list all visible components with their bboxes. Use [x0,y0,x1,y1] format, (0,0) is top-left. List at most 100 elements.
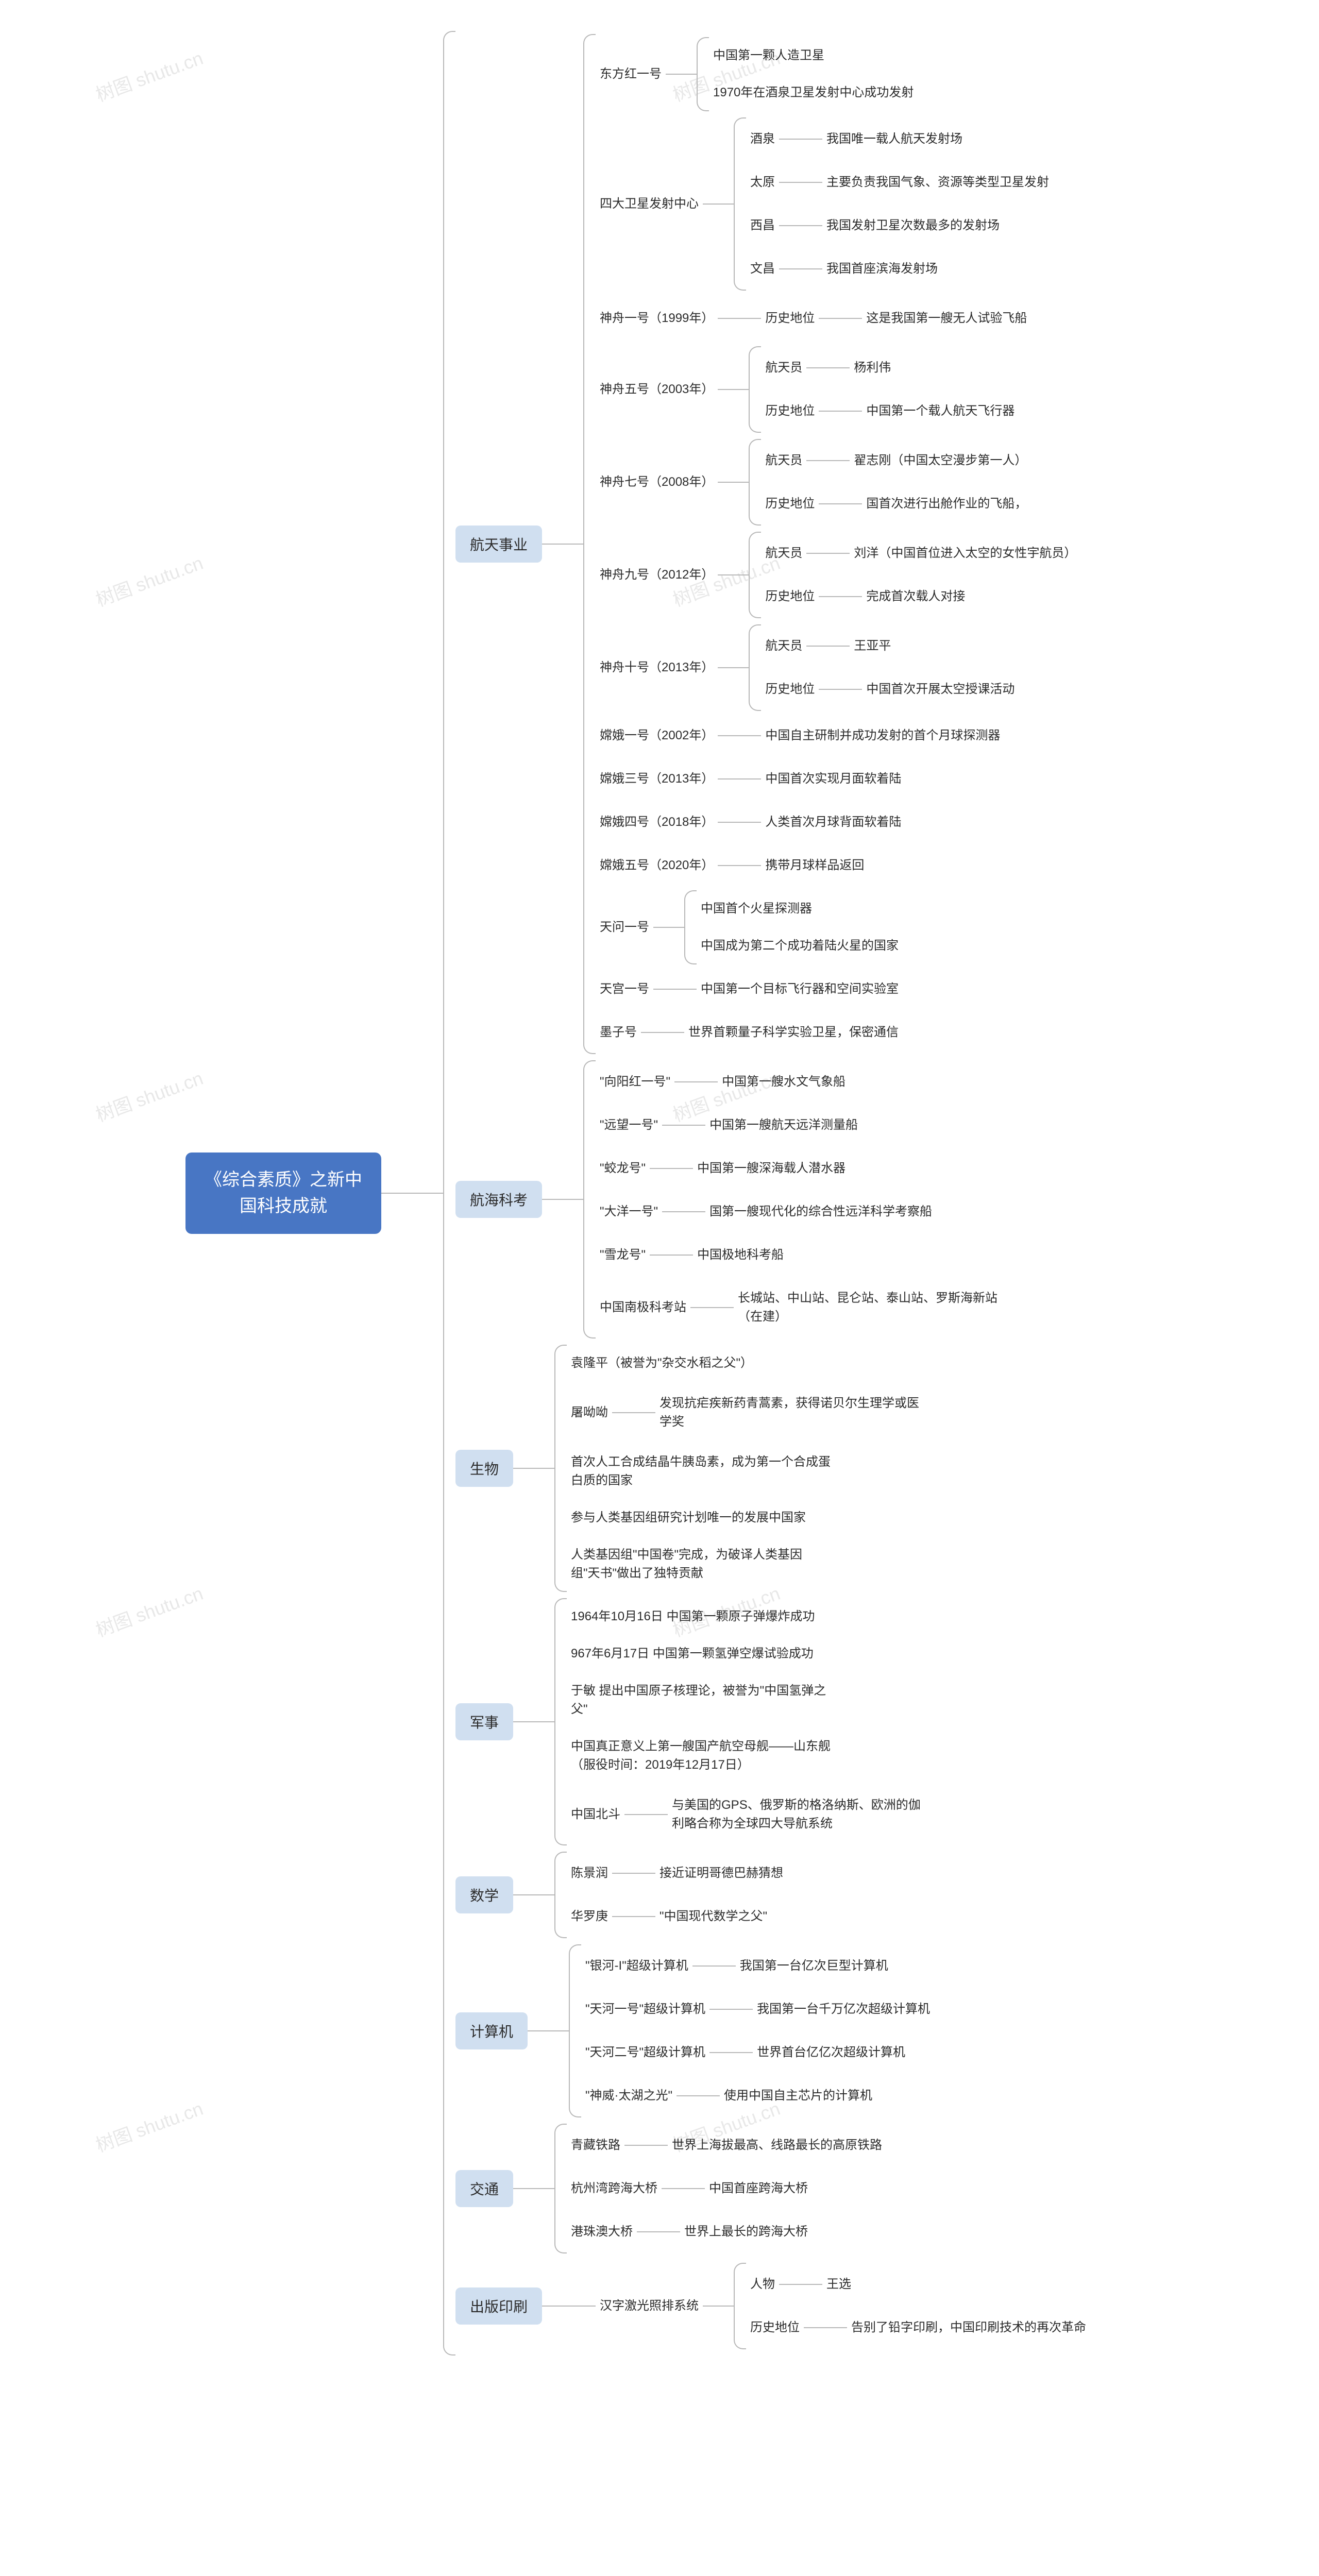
bracket [749,439,761,526]
connector [703,204,734,205]
connector [718,865,749,866]
category-node: 航天事业 [455,526,542,563]
mid-node: "天河二号"超级计算机 [581,2037,709,2068]
leaf-node: 1970年在酒泉卫星发射中心成功发射 [709,77,918,108]
leaf-node: 人类基因组"中国卷"完成，为破译人类基因组"天书"做出了独特贡献 [567,1539,835,1589]
mid-node: "蛟龙号" [596,1153,650,1184]
leaf-node: 中国首次开展太空授课活动 [862,674,1019,705]
leaf-node: 杨利伟 [850,352,895,383]
mid-node: 历史地位 [761,581,819,612]
connector [612,1916,643,1917]
mid-node: "雪龙号" [596,1240,650,1270]
bracket [837,646,850,647]
mid-node: 汉字激光照排系统 [596,2291,703,2321]
mid-node: 历史地位 [761,303,819,334]
connector [718,735,749,736]
bracket [569,1944,581,2117]
leaf-node: 中国极地科考船 [693,1240,788,1270]
mid-node: 酒泉 [746,124,779,155]
leaf-node: 我国发射卫星次数最多的发射场 [822,210,1004,241]
bracket [693,1125,705,1126]
bracket [655,2145,668,2146]
bracket [554,1852,567,1938]
connector [819,411,850,412]
leaf-node: 首次人工合成结晶牛胰岛素，成为第一个合成蛋白质的国家 [567,1447,835,1496]
bracket [749,318,761,319]
bracket [749,346,761,433]
leaf-node: 使用中国自主芯片的计算机 [720,2080,876,2111]
connector [653,927,684,928]
mid-node: 华罗庚 [567,1901,612,1932]
mid-node: 历史地位 [761,674,819,705]
leaf-node: 与美国的GPS、俄罗斯的格洛纳斯、欧洲的伽利略合称为全球四大导航系统 [668,1790,936,1839]
leaf-node: 人类首次月球背面软着陆 [761,807,905,838]
bracket [554,1598,567,1845]
bracket [749,624,761,711]
bracket [837,553,850,554]
mid-node: 东方红一号 [596,59,666,90]
connector [662,1211,693,1212]
leaf-node: 国首次进行出舱作业的飞船， [862,488,1031,519]
mid-node: 中国南极科考站 [596,1292,690,1323]
connector [666,74,697,75]
bracket [692,2188,705,2189]
leaf-node: 世界首台亿亿次超级计算机 [753,2037,909,2068]
mid-node: 墨子号 [596,1017,641,1048]
bracket [810,139,822,140]
bracket [681,1255,693,1256]
bracket [643,1916,655,1917]
mid-node: 神舟七号（2008年） [596,467,718,498]
mid-node: 天宫一号 [596,974,653,1005]
bracket [655,1814,668,1815]
bracket [810,2284,822,2285]
connector [624,2145,655,2146]
category-node: 交通 [455,2170,513,2207]
leaf-node: 中国第一艘水文气象船 [718,1066,850,1097]
root-node: 《综合素质》之新中国科技成就 [185,1153,381,1234]
connector [692,1965,723,1967]
mid-node: "向阳红一号" [596,1066,674,1097]
leaf-node: "中国现代数学之父" [655,1901,771,1932]
leaf-node: 王亚平 [850,631,895,662]
leaf-node: 这是我国第一艘无人试验飞船 [862,303,1031,334]
connector [806,553,837,554]
mid-node: 嫦娥三号（2013年） [596,764,718,794]
connector [513,1894,554,1895]
leaf-node: 中国第一个目标飞行器和空间实验室 [697,974,903,1005]
mid-node: "远望一号" [596,1110,662,1141]
bracket [672,1032,684,1033]
leaf-node: 我国第一台千万亿次超级计算机 [753,1994,934,2025]
leaf-node: 世界首颗量子科学实验卫星，保密通信 [684,1017,903,1048]
connector [513,2188,554,2189]
leaf-node: 我国第一台亿次巨型计算机 [736,1951,892,1981]
bracket [810,268,822,269]
bracket [643,1412,655,1413]
connector [806,646,837,647]
leaf-node: 我国唯一载人航天发射场 [822,124,967,155]
connector [528,2030,569,2031]
bracket [837,460,850,461]
mid-node: 杭州湾跨海大桥 [567,2173,662,2204]
mid-node: 四大卫星发射中心 [596,189,703,219]
connector [718,318,749,319]
connector [637,2231,668,2232]
connector [779,139,810,140]
connector [709,2052,740,2053]
bracket [734,117,746,291]
level1-container: 航天事业东方红一号中国第一颗人造卫星1970年在酒泉卫星发射中心成功发射四大卫星… [455,31,1090,2355]
bracket [740,2009,753,2010]
connector [779,182,810,183]
bracket [583,34,596,1054]
mid-node: "天河一号"超级计算机 [581,1994,709,2025]
connector [819,596,850,597]
bracket [749,865,761,866]
bracket [749,822,761,823]
connector [653,989,684,990]
bracket [810,182,822,183]
leaf-node: 刘洋（中国首位进入太空的女性宇航员） [850,538,1080,569]
bracket [697,37,709,111]
bracket [643,1873,655,1874]
connector [806,460,837,461]
bracket [734,2263,746,2349]
mid-node: 历史地位 [746,2312,804,2343]
